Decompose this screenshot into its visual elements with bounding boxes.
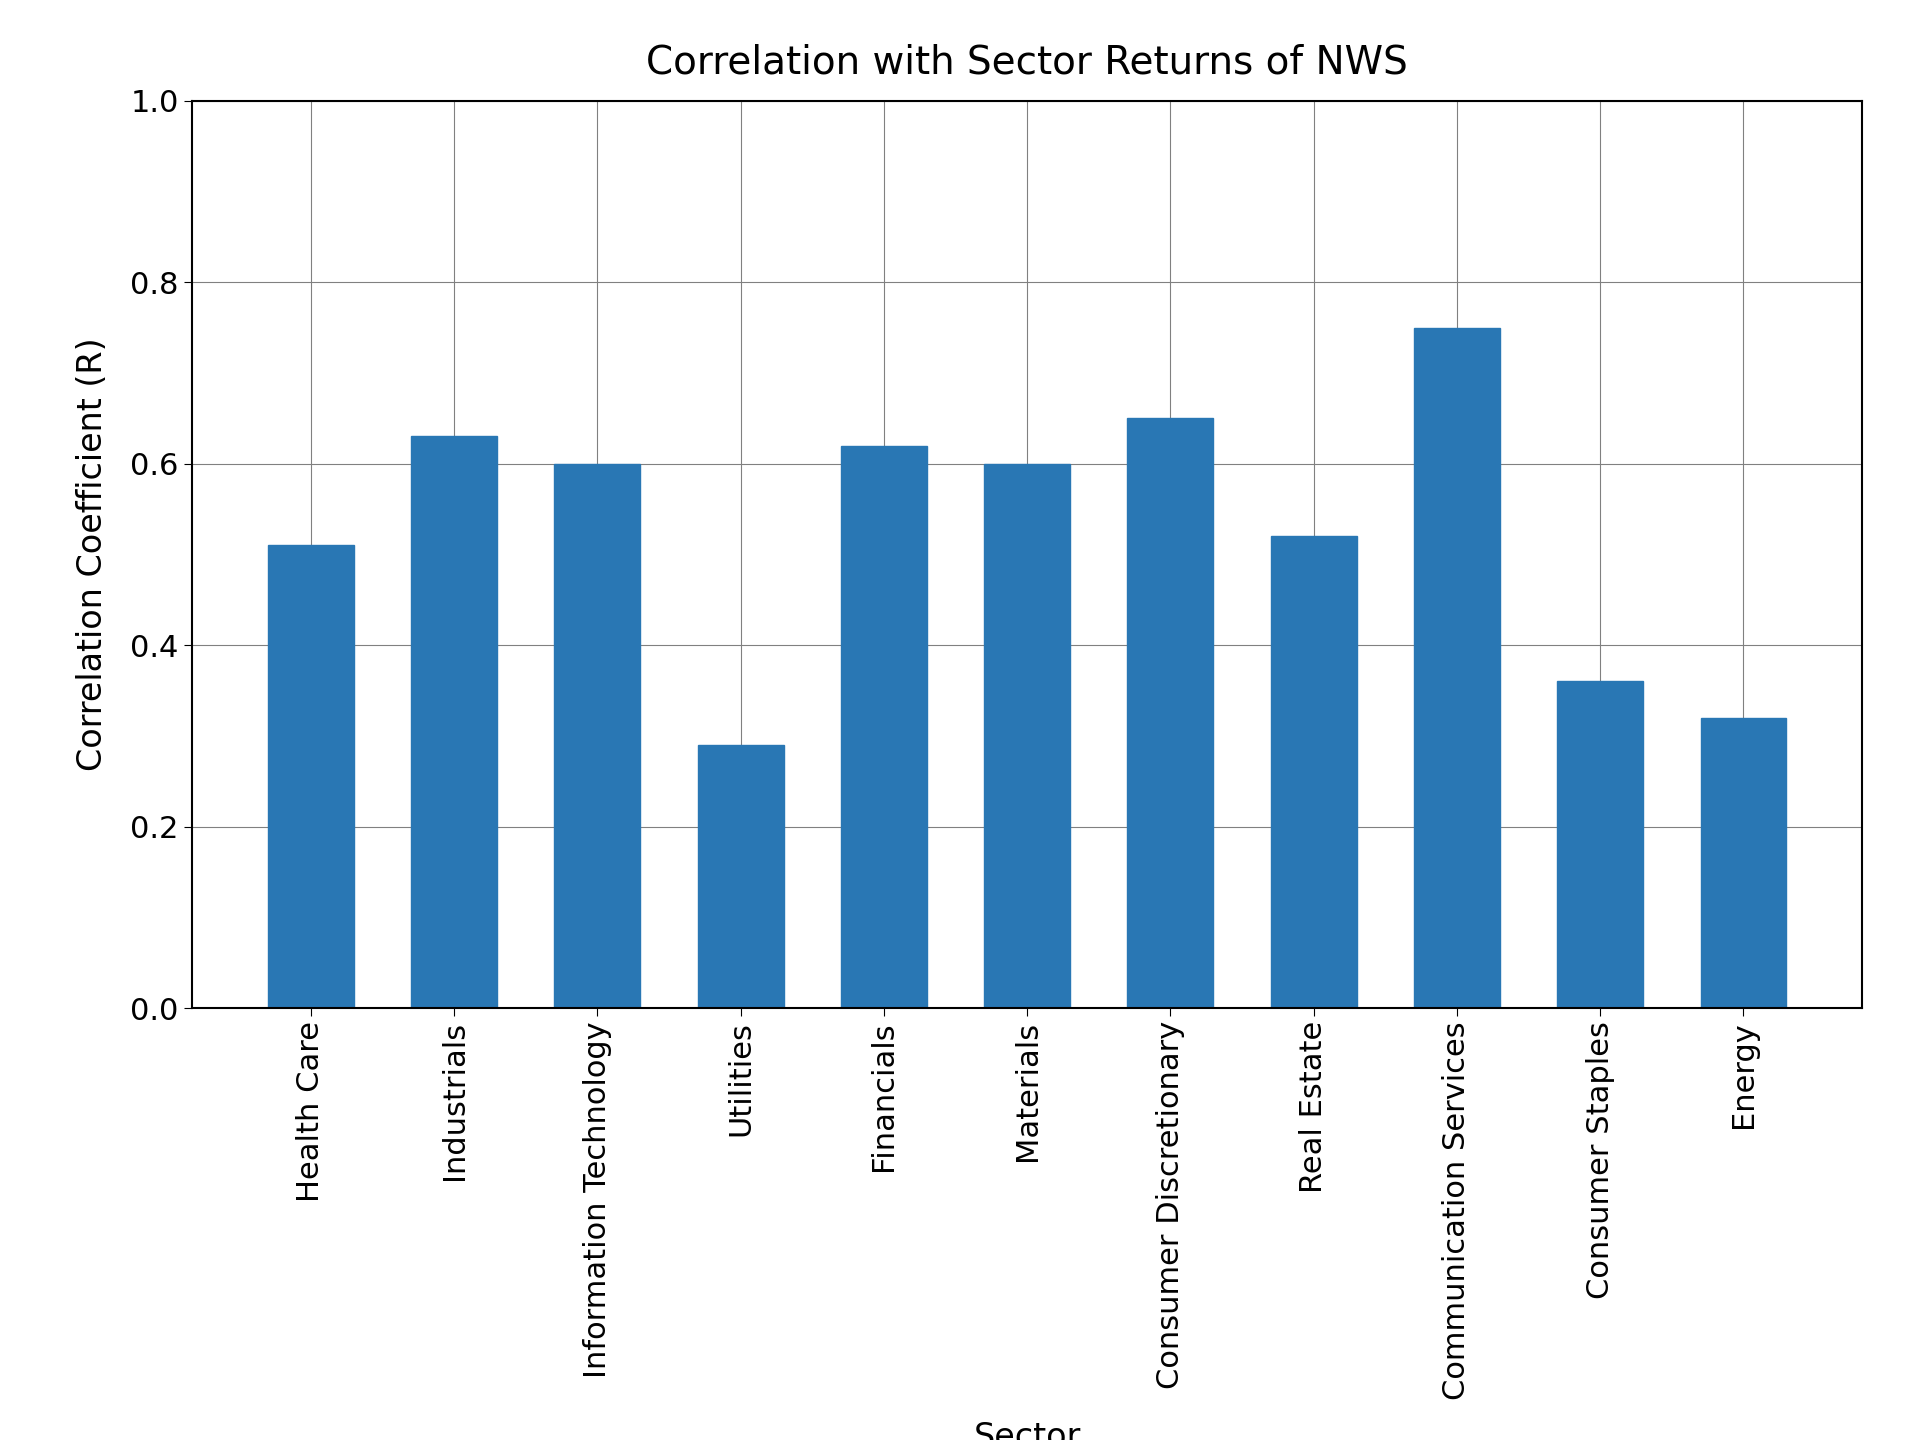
Title: Correlation with Sector Returns of NWS: Correlation with Sector Returns of NWS <box>647 43 1407 81</box>
Bar <box>1701 717 1786 1008</box>
Y-axis label: Correlation Coefficient (R): Correlation Coefficient (R) <box>77 337 109 772</box>
Bar <box>1271 536 1357 1008</box>
X-axis label: Sector: Sector <box>973 1421 1081 1440</box>
Bar <box>1557 681 1644 1008</box>
Bar <box>269 546 353 1008</box>
Bar <box>411 436 497 1008</box>
Bar <box>841 445 927 1008</box>
Bar <box>697 744 783 1008</box>
Bar <box>985 464 1069 1008</box>
Bar <box>1127 418 1213 1008</box>
Bar <box>1413 327 1500 1008</box>
Bar <box>555 464 641 1008</box>
